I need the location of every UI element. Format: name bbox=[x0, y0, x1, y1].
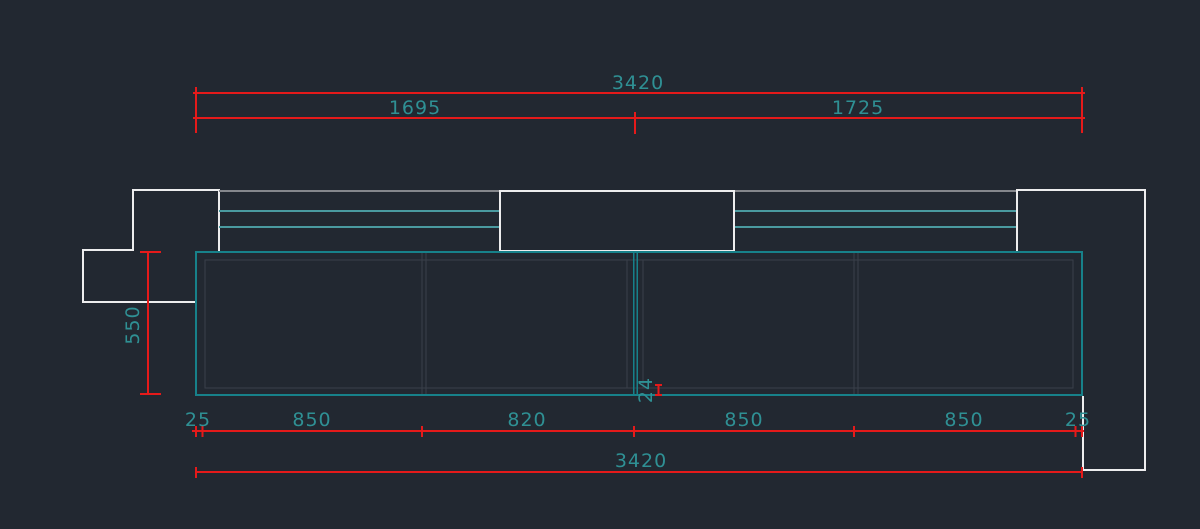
cabinet-outline bbox=[195, 251, 1083, 396]
bottom-segment-dimension: 25 850 820 850 850 25 bbox=[185, 409, 1091, 437]
top-overall-dimension: 3420 bbox=[193, 72, 1085, 133]
dim-label-divider-thickness: 24 bbox=[635, 377, 657, 403]
dim-label-seg-3: 850 bbox=[724, 409, 763, 431]
dim-label-height: 550 bbox=[122, 305, 144, 344]
dim-label-seg-5: 25 bbox=[1065, 409, 1091, 431]
dim-label-seg-1: 850 bbox=[292, 409, 331, 431]
top-split-dimension: 1695 1725 bbox=[193, 97, 1085, 134]
dim-label-seg-0: 25 bbox=[185, 409, 211, 431]
dim-label-seg-2: 820 bbox=[507, 409, 546, 431]
cabinet-inner-face bbox=[204, 259, 1074, 389]
dim-label-top-right: 1725 bbox=[832, 97, 884, 119]
dim-label-bottom-overall: 3420 bbox=[615, 450, 667, 472]
upper-elevation bbox=[82, 189, 1146, 471]
divider-thickness-dimension: 24 bbox=[635, 377, 662, 403]
center-block-outline bbox=[499, 190, 735, 252]
height-dimension: 550 bbox=[122, 251, 161, 395]
dim-label-top-left: 1695 bbox=[389, 97, 441, 119]
dim-label-seg-4: 850 bbox=[944, 409, 983, 431]
bottom-overall-dimension: 3420 bbox=[195, 450, 1083, 478]
right-block-outline bbox=[1016, 189, 1146, 471]
dim-label-top-overall: 3420 bbox=[612, 72, 664, 94]
cabinet-carcass bbox=[195, 251, 1083, 396]
left-block-outline bbox=[82, 189, 220, 303]
